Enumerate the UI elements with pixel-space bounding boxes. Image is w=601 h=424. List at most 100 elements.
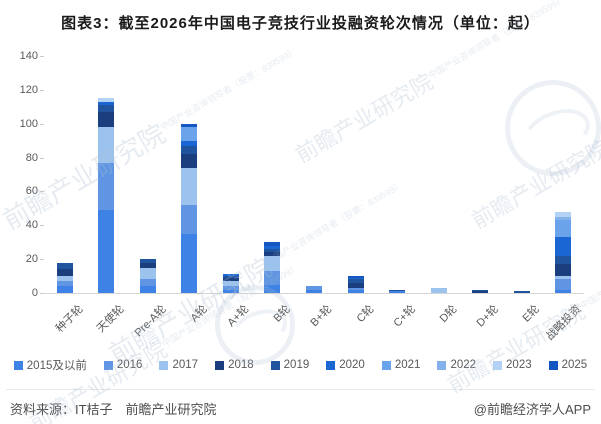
legend-item: 2023 [493,359,532,371]
bar-segment [56,281,73,286]
bar-segment [139,268,156,279]
bar-segment [181,168,198,205]
x-axis-label: A轮 [188,303,210,325]
bar-segment [264,256,281,271]
bar-segment [139,279,156,286]
bar-segment [98,163,115,210]
bar-segment [555,217,572,220]
legend-item: 2020 [326,359,365,371]
y-axis-tick [40,56,44,57]
bar-segment [139,259,156,263]
x-axis-label: A+轮 [225,303,252,330]
y-axis-tick [40,225,44,227]
legend-swatch-icon [548,360,558,370]
bar-segment [306,290,322,293]
x-axis-label: B轮 [271,303,294,325]
bar-segment [222,276,239,278]
bar-segment [264,252,281,256]
bar-segment [264,285,281,293]
legend-swatch-icon [437,360,447,370]
bar-segment [347,288,364,290]
bar-segment [430,288,447,293]
bar-segment [555,237,572,256]
legend-swatch-icon [270,360,280,370]
bar-segment [555,256,572,264]
bar-segment [56,276,73,281]
legend-item: 2025 [548,359,587,371]
bar-segment [555,276,572,279]
bar-segment [264,242,281,246]
bar-segment [222,281,239,286]
chart-area: 0 20 40 60 80 100 120 140 种子轮 天使轮 Pre-A轮 A轮 A+轮 B轮 B+… [0,49,601,356]
legend-label: 2019 [283,359,310,371]
bar-segment [98,102,115,105]
legend-item: 2015及以前 [13,357,87,373]
legend-item: 2018 [215,359,254,371]
bar-segment [555,220,572,237]
bar-segment [306,286,322,290]
bar-segment [56,269,73,276]
bar-segment [555,264,572,276]
legend-item: 2022 [437,359,476,371]
y-axis-tick [40,157,44,159]
y-axis-label: 0 [31,287,38,299]
bar-segment [222,278,239,281]
y-axis-label: 20 [25,253,38,266]
y-axis-tick [40,89,44,91]
bar-segment [181,124,198,127]
bar-segment [264,249,281,252]
y-axis-label: 60 [25,185,38,198]
y-axis-label: 40 [25,219,38,232]
legend-label: 2021 [394,359,421,371]
legend-label: 2022 [450,359,477,371]
bar-segment [181,154,198,168]
y-axis-tick [40,259,44,261]
bar-segment [139,286,156,293]
bar-segment [347,290,364,293]
y-axis-tick [40,293,44,294]
x-axis-label: C轮 [354,303,377,326]
legend-item: 2017 [159,359,198,371]
x-axis-label: E轮 [520,303,543,325]
bar-segment [98,127,115,163]
legend-label: 2015及以前 [26,360,87,372]
x-axis-label: 种子轮 [53,303,86,335]
x-axis-label: B+轮 [308,303,335,330]
bar-segment [56,263,73,269]
bar-segment [222,286,239,290]
legend-label: 2023 [506,359,532,371]
x-axis-label: C+轮 [391,303,418,330]
bar-segment [347,279,364,283]
legend: 2015及以前 2016 2017 2018 2019 2020 2021 2022 2023 2… [0,357,601,373]
bar-segment [181,234,198,293]
legend-swatch-icon [381,360,391,370]
y-axis-tick [40,123,44,125]
credit-note: @前瞻经济学人APP [473,402,591,417]
y-axis-label: 80 [25,151,38,164]
bar-segment [98,112,115,127]
legend-label: 2016 [116,359,143,371]
legend-label: 2018 [228,359,254,371]
x-axis-label: D+轮 [474,303,501,330]
bar-segment [181,127,198,141]
legend-label: 2017 [172,359,199,371]
bar-segment [347,276,364,278]
legend-swatch-icon [13,360,23,370]
y-axis-tick [40,191,44,193]
legend-item: 2019 [270,359,310,371]
footer: 资料来源：IT桔子 前瞻产业研究院 @前瞻经济学人APP [6,389,595,418]
legend-swatch-icon [103,360,113,370]
legend-label: 2020 [339,359,365,371]
source-note: 资料来源：IT桔子 前瞻产业研究院 [10,402,217,417]
y-axis-label: 100 [19,117,38,130]
x-axis-label: Pre-A轮 [132,303,169,340]
bar-segment [555,290,572,293]
x-axis-label: D轮 [437,303,460,326]
bar-segment [139,263,156,268]
bar-segment [555,279,572,290]
x-axis-label: 战略投资 [544,303,584,343]
bar-segment [181,205,198,234]
bar-segment [347,278,364,279]
bar-segment [555,212,572,217]
